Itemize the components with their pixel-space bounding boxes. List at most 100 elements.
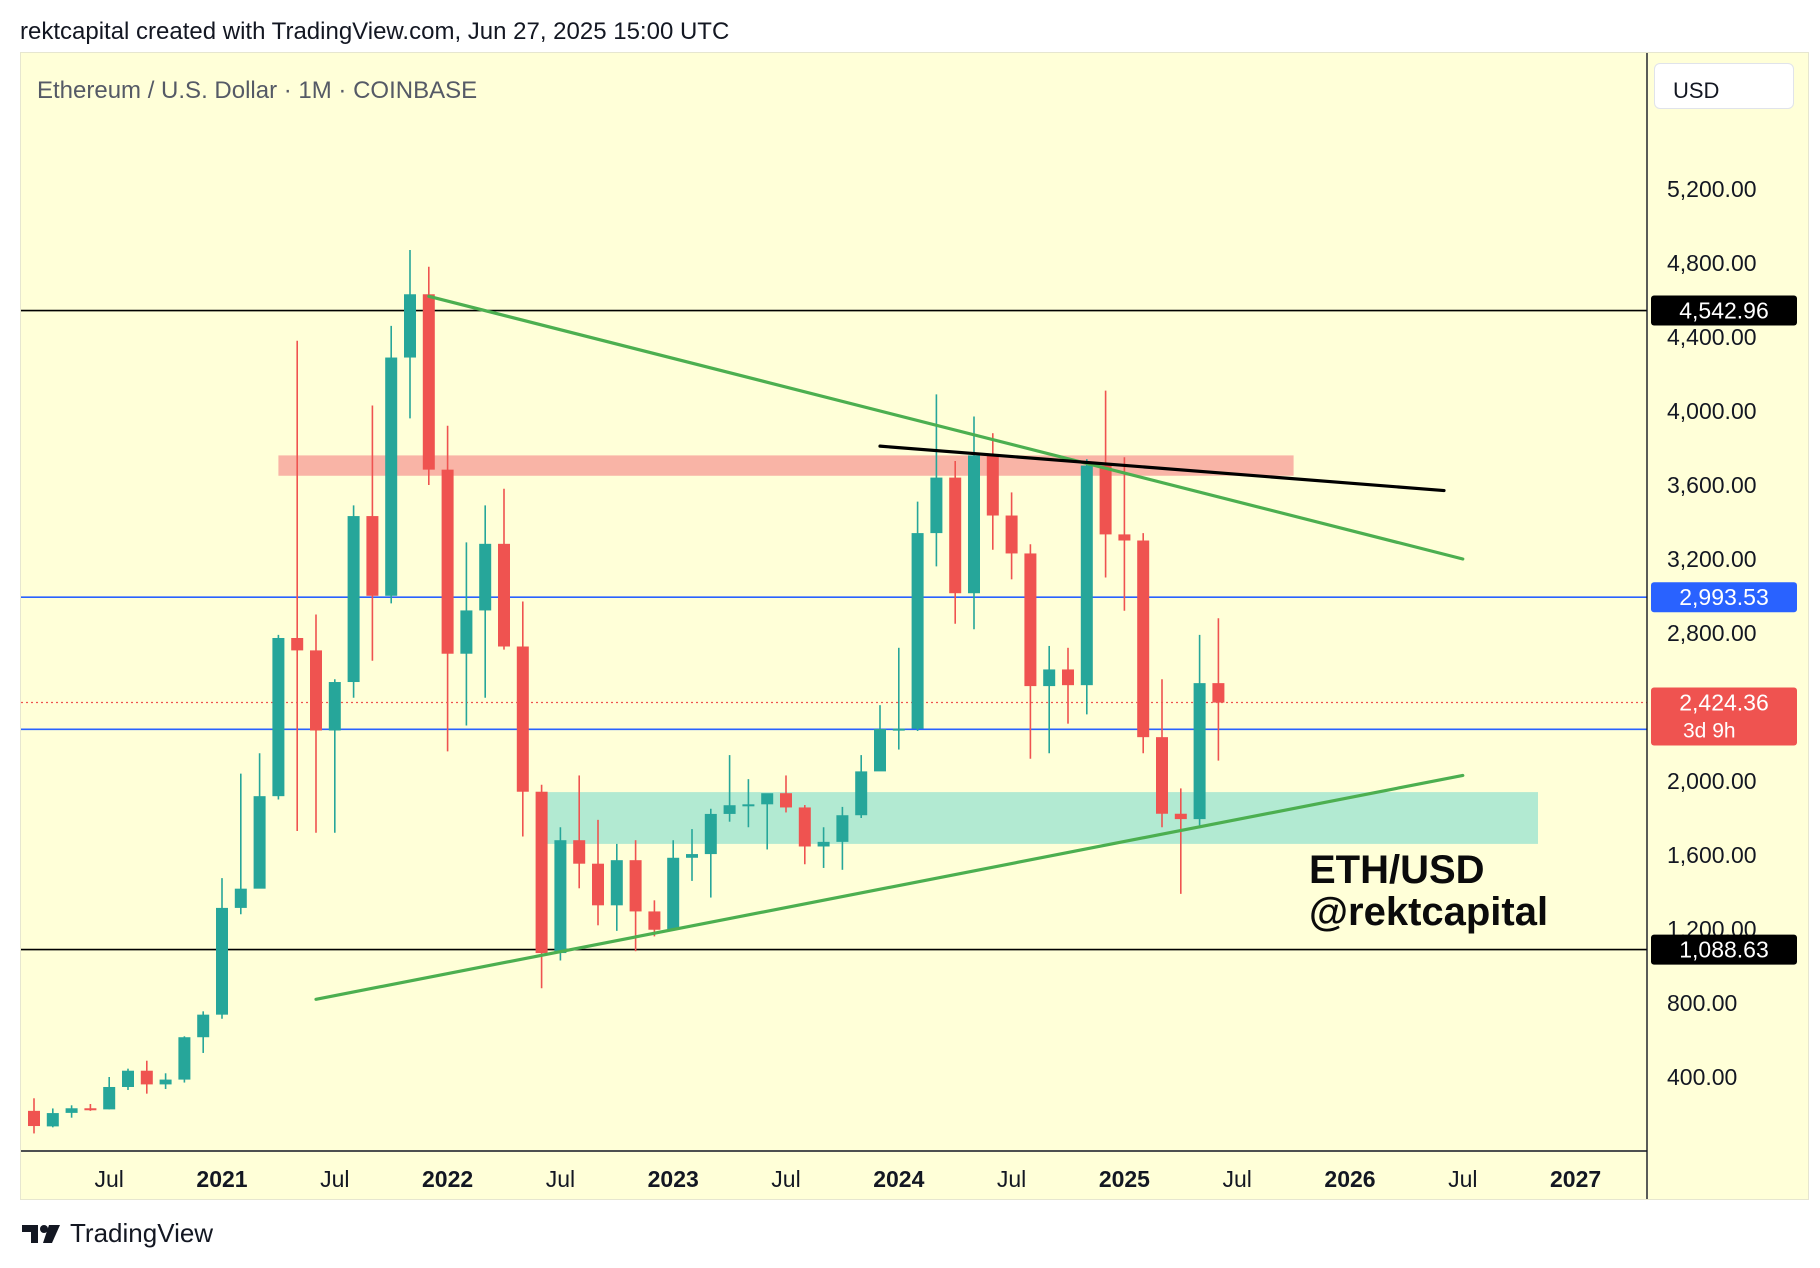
candle-body	[65, 1108, 78, 1113]
bearish-candle	[422, 266, 435, 485]
bullish-candle	[46, 1108, 59, 1128]
candle-body	[197, 1014, 210, 1038]
candle-body	[1174, 813, 1187, 820]
candle-body	[686, 854, 698, 858]
bearish-candle	[798, 805, 811, 865]
bearish-candle	[592, 819, 604, 926]
candle-body	[1137, 540, 1150, 738]
time-tick-label: Jul	[771, 1166, 800, 1192]
ascending-green-trendline	[314, 773, 1465, 1001]
bearish-candle	[366, 405, 379, 661]
bullish-candle	[197, 1011, 210, 1053]
bullish-candle	[216, 878, 228, 1019]
level-price-tag: 4,542.96	[1651, 295, 1797, 326]
bullish-candle	[178, 1036, 191, 1083]
candle-body	[1062, 669, 1074, 686]
time-tick-label: 2024	[873, 1166, 924, 1192]
symbol-title[interactable]: Ethereum / U.S. Dollar · 1M · COINBASE	[37, 77, 478, 104]
bullish-candle	[65, 1105, 78, 1118]
currency-button[interactable]: USD	[1654, 63, 1794, 109]
footer: TradingView	[20, 1218, 213, 1249]
candle-body	[291, 637, 304, 651]
price-tick-label: 3,600.00	[1667, 472, 1757, 498]
candle-body	[1099, 465, 1112, 535]
bearish-candle	[310, 614, 322, 833]
candlestick-chart[interactable]: 400.00800.001,200.001,600.002,000.002,40…	[21, 53, 1808, 1199]
bearish-candle	[1024, 544, 1037, 759]
price-tick-label: 2,800.00	[1667, 620, 1757, 646]
candle-body	[704, 813, 717, 855]
candle-body	[479, 543, 492, 611]
level-price-tag-bg	[1651, 934, 1797, 965]
watermark-pair: ETH/USD	[1309, 848, 1485, 892]
bullish-candle	[610, 843, 623, 931]
time-tick-label: 2025	[1099, 1166, 1150, 1192]
candle-body	[1024, 553, 1037, 687]
current-price-tag-bg	[1651, 687, 1797, 746]
time-tick-label: Jul	[320, 1166, 349, 1192]
price-tick-label: 400.00	[1667, 1064, 1737, 1090]
candle-body	[780, 793, 792, 808]
candle-body	[1118, 534, 1131, 541]
candle-body	[1080, 465, 1093, 686]
tradingview-brand[interactable]: TradingView	[70, 1218, 214, 1248]
candle-body	[404, 294, 416, 358]
bullish-candle	[479, 505, 492, 698]
resistance-zone	[278, 455, 1294, 476]
bullish-candle	[328, 679, 341, 833]
current-price-tag-text: 2,424.36	[1679, 689, 1769, 715]
candle-body	[986, 455, 999, 516]
bearish-candle	[1137, 533, 1150, 754]
chart-container[interactable]: 400.00800.001,200.001,600.002,000.002,40…	[20, 52, 1809, 1200]
level-price-tag-text: 2,993.53	[1679, 584, 1769, 610]
candle-body	[1005, 515, 1018, 554]
price-tick-label: 800.00	[1667, 990, 1737, 1016]
bearish-candle	[1118, 457, 1131, 611]
candle-body	[1156, 737, 1168, 814]
price-tick-label: 3,200.00	[1667, 546, 1757, 572]
price-tick-label: 4,000.00	[1667, 398, 1757, 424]
bearish-candle	[1005, 492, 1018, 580]
candle-body	[28, 1110, 40, 1127]
candle-body	[422, 294, 435, 470]
price-tick-label: 4,800.00	[1667, 250, 1757, 276]
candle-body	[234, 888, 247, 908]
bearish-candle	[949, 460, 962, 624]
time-tick-label: 2023	[648, 1166, 699, 1192]
bullish-candle	[911, 501, 924, 732]
bearish-candle	[629, 840, 642, 952]
candle-body	[385, 357, 398, 596]
time-tick-label: Jul	[997, 1166, 1026, 1192]
bearish-candle	[986, 433, 999, 550]
candle-body	[84, 1108, 97, 1111]
time-tick-label: Jul	[546, 1166, 575, 1192]
bullish-candle	[930, 394, 943, 567]
bearish-candle	[573, 775, 586, 889]
candle-body	[216, 907, 228, 1015]
price-tick-label: 1,600.00	[1667, 842, 1757, 868]
tradingview-logo-icon	[22, 1224, 60, 1243]
candle-body	[103, 1086, 116, 1110]
candle-body	[272, 637, 285, 797]
candle-body	[610, 860, 623, 906]
black-resistance-trendline	[878, 444, 1446, 493]
bearish-candle	[498, 488, 510, 650]
price-tick-label: 2,000.00	[1667, 768, 1757, 794]
candle-body	[535, 791, 548, 954]
bearish-candle	[1099, 390, 1112, 578]
candle-body	[460, 610, 473, 654]
bullish-candle	[667, 840, 680, 931]
time-tick-label: 2021	[196, 1166, 247, 1192]
candle-body	[592, 863, 604, 906]
watermark-author: @rektcapital	[1309, 890, 1549, 934]
candle-body	[1212, 683, 1225, 703]
bullish-candle	[817, 827, 830, 868]
bullish-candle	[234, 773, 247, 915]
candle-body	[46, 1113, 59, 1127]
price-tick-label: 4,400.00	[1667, 324, 1757, 350]
bearish-candle	[516, 601, 529, 837]
bullish-candle	[404, 250, 416, 419]
bearish-candle	[291, 340, 304, 831]
bearish-candle	[648, 900, 661, 937]
bearish-candle	[1062, 647, 1074, 724]
